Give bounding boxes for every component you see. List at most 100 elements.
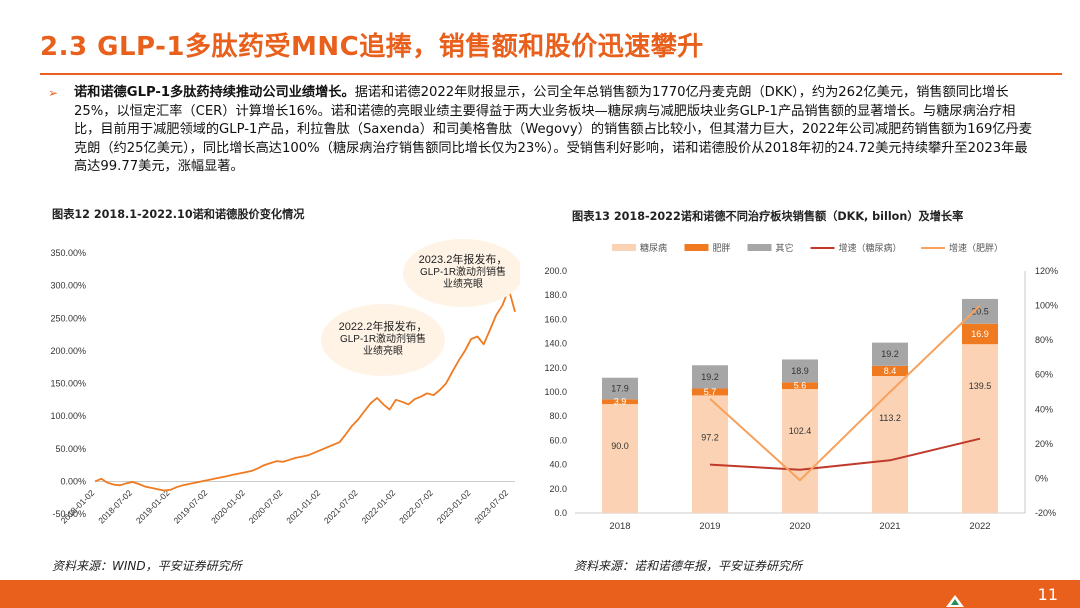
footer-bar xyxy=(0,580,1080,608)
bar-segment xyxy=(872,365,908,377)
x-tick-label: 2022-07-02 xyxy=(397,488,435,526)
y-tick-label: 60.0 xyxy=(549,435,567,445)
x-tick-label: 2020-07-02 xyxy=(247,488,285,526)
x-tick-label: 2022-01-02 xyxy=(359,488,397,526)
annotation-text: GLP-1R激动剂销售 xyxy=(340,332,426,345)
x-tick-label: 2023-01-02 xyxy=(435,488,473,526)
y-tick-label: -50.00% xyxy=(52,509,86,519)
stock-price-line xyxy=(94,288,516,492)
y-tick-label: 300.00% xyxy=(50,281,86,291)
y-tick-label: 250.00% xyxy=(50,313,86,323)
data-label: 102.4 xyxy=(789,426,812,436)
y-tick-label: 120.0 xyxy=(544,363,567,373)
data-label: 19.2 xyxy=(881,349,899,359)
y2-tick-label: 0% xyxy=(1035,473,1048,483)
bar-segment xyxy=(692,365,728,389)
y-tick-label: 0.00% xyxy=(60,476,86,486)
annotation-text: GLP-1R激动剂销售 xyxy=(420,265,506,278)
slide-title: 2.3 GLP-1多肽药受MNC追捧，销售额和股价迅速攀升 xyxy=(40,32,704,62)
data-label: 90.0 xyxy=(611,441,629,451)
stock-price-chart: -50.00% 0.00% 50.00% 100.00% 150.00% 200.00% 2… xyxy=(50,239,520,526)
summary-lead: 诺和诺德GLP-1多肽药持续推动公司业绩增长。 xyxy=(74,85,355,100)
data-label: 139.5 xyxy=(969,381,992,391)
annotation-bubble xyxy=(321,304,445,376)
legend-label: 肥胖 xyxy=(713,243,731,253)
data-label: 20.5 xyxy=(971,306,989,316)
y2-tick-label: 80% xyxy=(1035,335,1053,345)
y2-tick-label: -20% xyxy=(1035,508,1056,518)
y-tick-label: 200.00% xyxy=(50,346,86,356)
y2-tick-label: 100% xyxy=(1035,301,1058,311)
x-tick-label: 2022 xyxy=(969,521,990,532)
bar-segment xyxy=(962,344,998,513)
title-divider xyxy=(40,73,1062,75)
data-label: 18.9 xyxy=(791,366,809,376)
y-tick-label: 160.0 xyxy=(544,314,567,324)
brand-logo-icon xyxy=(946,595,964,607)
data-label: 5.6 xyxy=(794,381,807,391)
chart1-caption: 图表12 2018.1-2022.10诺和诺德股价变化情况 xyxy=(52,208,305,221)
x-tick-label: 2018 xyxy=(609,521,630,532)
chart2-source: 资料来源：诺和诺德年报，平安证券研究所 xyxy=(574,559,803,573)
summary-text: 诺和诺德GLP-1多肽药持续推动公司业绩增长。据诺和诺德2022年财报显示，公司… xyxy=(48,84,1038,177)
bar-segment xyxy=(602,377,638,400)
legend-swatch xyxy=(747,244,772,251)
legend-swatch xyxy=(684,244,709,251)
y-tick-label: 80.0 xyxy=(549,411,567,421)
y2-tick-label: 20% xyxy=(1035,439,1053,449)
bar-segment xyxy=(692,388,728,396)
annotation-text: 2022.2年报发布， xyxy=(339,319,428,333)
y-tick-label: 0.0 xyxy=(554,508,567,518)
y-tick-label: 350.00% xyxy=(50,248,86,258)
summary-paragraph: ➢ 诺和诺德GLP-1多肽药持续推动公司业绩增长。据诺和诺德2022年财报显示，… xyxy=(48,84,1038,177)
y-tick-label: 150.00% xyxy=(50,379,86,389)
page-number: 11 xyxy=(1037,585,1058,604)
annotation-text: 业绩亮眼 xyxy=(443,277,483,290)
chart1-source: 资料来源：WIND，平安证券研究所 xyxy=(52,559,242,573)
y-tick-label: 200.0 xyxy=(544,266,567,276)
annotation-bubble xyxy=(403,239,520,307)
y2-tick-label: 60% xyxy=(1035,370,1053,380)
x-tick-label: 2021-07-02 xyxy=(322,488,360,526)
data-label: 16.9 xyxy=(971,329,989,339)
legend-label: 糖尿病 xyxy=(640,242,667,253)
x-tick-label: 2023-07-02 xyxy=(472,488,510,526)
x-tick-label: 2019-07-02 xyxy=(171,488,209,526)
legend-label: 其它 xyxy=(776,242,794,253)
legend-label: 增速（糖尿病） xyxy=(839,242,902,253)
x-tick-label: 2020-01-02 xyxy=(209,488,247,526)
sales-growth-chart: 糖尿病 肥胖 其它 增速（糖尿病） 增速（肥胖） 0.0 20.0 40.0 60.0 80.0 1… xyxy=(544,242,1058,532)
x-tick-label: 2021 xyxy=(879,521,900,532)
data-label: 97.2 xyxy=(701,432,719,442)
bar-segment xyxy=(782,389,818,513)
x-tick-label: 2021-01-02 xyxy=(284,488,322,526)
legend-swatch xyxy=(612,244,636,251)
bar-segment xyxy=(782,359,818,383)
arrow-bullet-icon: ➢ xyxy=(48,86,59,100)
x-tick-label: 2020 xyxy=(789,521,810,532)
data-label: 17.9 xyxy=(611,384,629,394)
y-tick-label: 180.0 xyxy=(544,290,567,300)
bar-segment xyxy=(872,376,908,513)
x-tick-label: 2019 xyxy=(699,521,720,532)
growth-line xyxy=(709,437,981,471)
bar-segment xyxy=(602,404,638,513)
data-label: 8.4 xyxy=(884,366,897,376)
bar-segment xyxy=(782,382,818,390)
bar-segment xyxy=(602,399,638,405)
bar-segment xyxy=(692,395,728,513)
summary-body: 据诺和诺德2022年财报显示，公司全年总销售额为1770亿丹麦克朗（DKK），约… xyxy=(74,85,1032,174)
annotation-text: 2023.2年报发布， xyxy=(419,252,508,266)
y-tick-label: 100.00% xyxy=(50,411,86,421)
legend-label: 增速（肥胖） xyxy=(949,242,1003,253)
x-tick-label: 2018-01-02 xyxy=(59,488,97,526)
data-label: 19.2 xyxy=(701,372,719,382)
growth-line xyxy=(709,304,981,482)
x-tick-label: 2019-01-02 xyxy=(134,488,172,526)
y2-tick-label: 40% xyxy=(1035,404,1053,414)
data-label: 3.9 xyxy=(614,397,627,407)
x-tick-label: 2018-07-02 xyxy=(96,488,134,526)
y-tick-label: 50.00% xyxy=(55,444,86,454)
data-label: 5.7 xyxy=(704,387,717,397)
annotation-text: 业绩亮眼 xyxy=(363,344,403,357)
